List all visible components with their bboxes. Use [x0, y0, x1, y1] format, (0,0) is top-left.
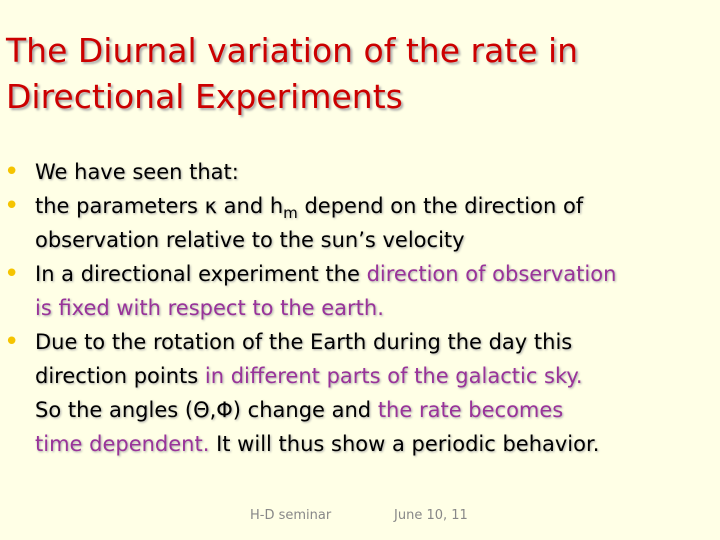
- text-segment: direction of observation: [366, 262, 617, 286]
- bullet-line: Due to the rotation of the Earth during …: [35, 325, 720, 359]
- bullet-line: the parameters κ and hm depend on the di…: [35, 189, 720, 223]
- title-line: The Diurnal variation of the rate in: [6, 31, 579, 70]
- text-segment: time dependent.: [35, 432, 210, 456]
- bullet-dot: •: [4, 191, 20, 221]
- text-segment: direction points: [35, 364, 205, 388]
- text-segment: Due to the rotation of the Earth during …: [35, 330, 573, 354]
- bullet-line: is fixed with respect to the earth.: [35, 291, 720, 325]
- bullet-dot: •: [4, 259, 20, 289]
- text-segment: It will thus show a periodic behavior.: [209, 432, 600, 456]
- bullet-line: observation relative to the sun’s veloci…: [35, 223, 720, 257]
- bullet-line: In a directional experiment the directio…: [35, 257, 720, 291]
- bullet: • the parameters κ and hm depend on the …: [4, 189, 720, 257]
- bullet-dot: •: [4, 157, 20, 187]
- footer-left: H-D seminar: [250, 508, 332, 523]
- bullet-line: direction points in different parts of t…: [35, 359, 720, 393]
- text-segment: depend on the direction of: [297, 194, 584, 218]
- text-segment: in different parts of the galactic sky.: [204, 364, 583, 388]
- bullet-line: time dependent. It will thus show a peri…: [35, 427, 720, 461]
- text-segment: the parameters κ and h: [35, 194, 284, 218]
- bullet-line: We have seen that:: [35, 155, 720, 189]
- subscript: m: [283, 204, 298, 223]
- text-segment: is fixed with respect to the earth.: [35, 296, 384, 320]
- bullet-list: • We have seen that: • the parameters κ an…: [4, 155, 720, 461]
- bullet-line: So the angles (Θ,Φ) change and the rate …: [35, 393, 720, 427]
- bullet: • We have seen that:: [4, 155, 720, 189]
- bullet-dot: •: [4, 327, 20, 357]
- bullet: • In a directional experiment the directi…: [4, 257, 720, 325]
- title-line: Directional Experiments: [6, 77, 403, 116]
- text-segment: So the angles (Θ,Φ) change and: [35, 398, 378, 422]
- title: The Diurnal variation of the rate in Dir…: [6, 28, 578, 120]
- text-segment: In a directional experiment the: [35, 262, 367, 286]
- text-segment: observation relative to the sun’s veloci…: [35, 228, 465, 252]
- text-segment: We have seen that:: [35, 160, 239, 184]
- footer-right: June 10, 11: [394, 508, 468, 523]
- bullet: • Due to the rotation of the Earth during…: [4, 325, 720, 461]
- text-segment: the rate becomes: [377, 398, 564, 422]
